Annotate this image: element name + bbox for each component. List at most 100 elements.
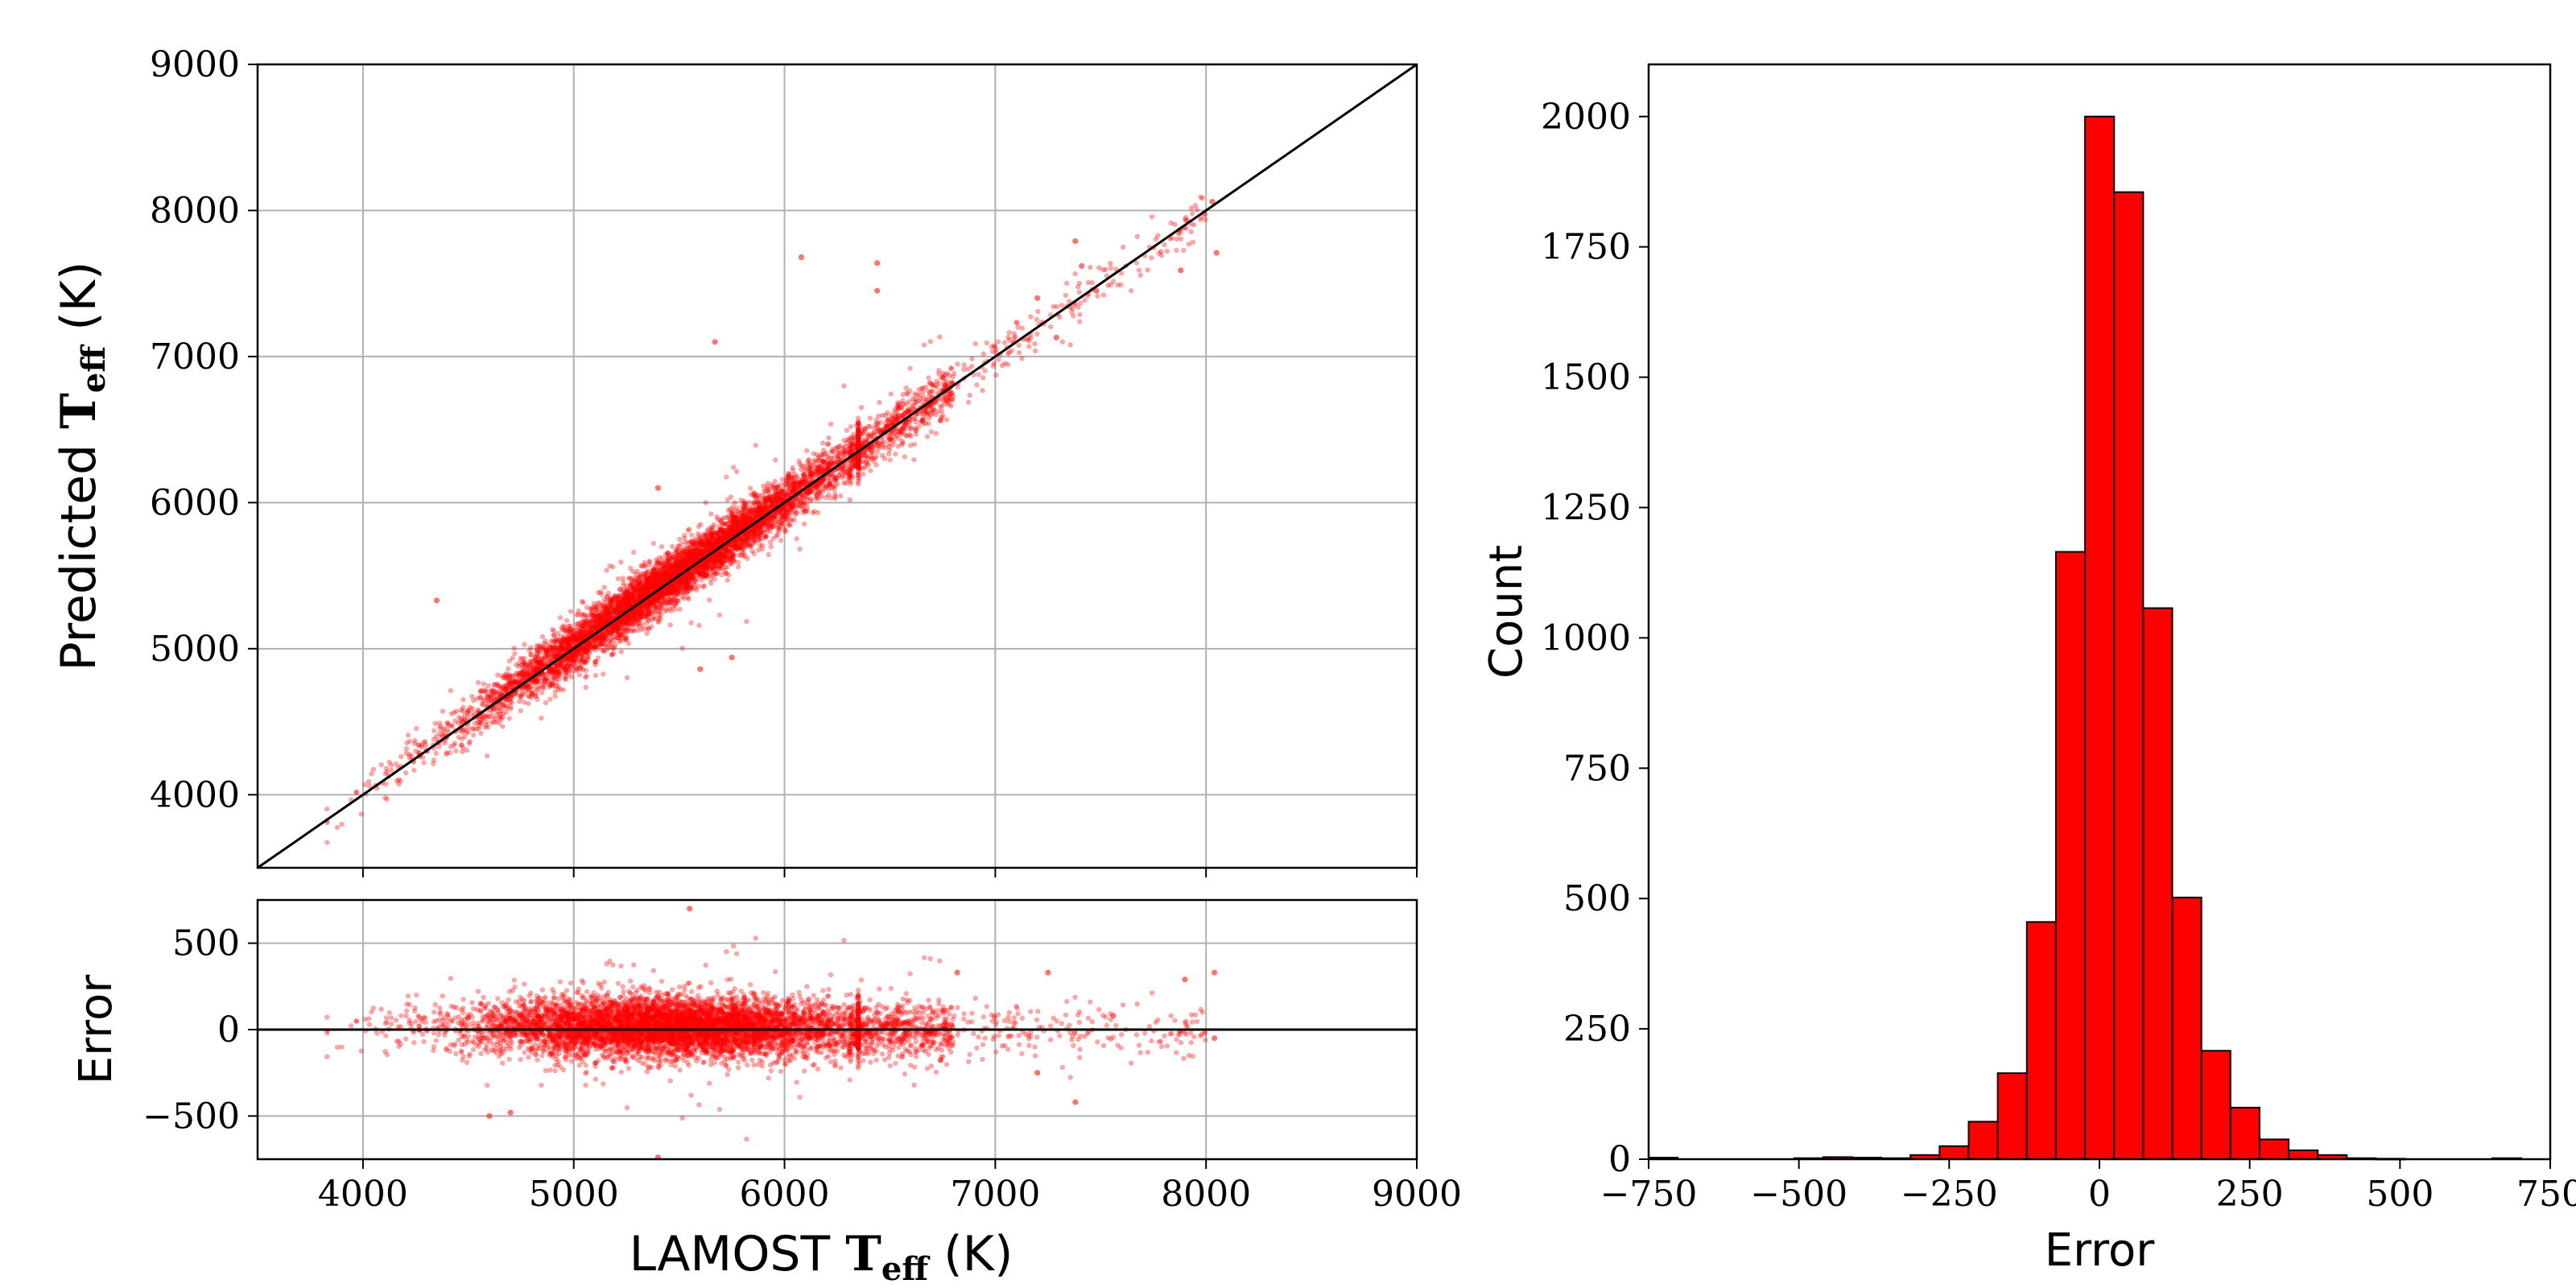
main-scatter-point [744, 522, 749, 528]
main-scatter-point [826, 435, 832, 441]
main-scatter-point [622, 597, 628, 603]
main-scatter-point [838, 493, 844, 499]
main-scatter-point [681, 553, 687, 559]
main-scatter-point [675, 561, 682, 567]
main-scatter-point [1145, 267, 1151, 273]
main-scatter-point [405, 733, 411, 738]
main-scatter-point [588, 625, 594, 632]
main-scatter-point [697, 552, 704, 559]
main-scatter-point [650, 576, 655, 582]
main-scatter-point [1149, 255, 1154, 261]
main-scatter-point [809, 471, 815, 477]
main-scatter-point [691, 552, 697, 558]
main-scatter-point [673, 568, 679, 574]
main-scatter-point [905, 419, 910, 425]
main-scatter-point [848, 440, 855, 447]
main-scatter-point [708, 530, 714, 537]
main-scatter-point [456, 734, 461, 741]
main-scatter-point [622, 619, 628, 625]
main-scatter-point [967, 392, 973, 398]
main-scatter-point [913, 431, 919, 437]
main-scatter-point [724, 521, 730, 526]
main-scatter-point [810, 510, 816, 516]
main-scatter-point [663, 570, 669, 576]
main-scatter-point [725, 558, 731, 564]
main-scatter-point [632, 587, 638, 593]
main-scatter-point [852, 456, 859, 462]
main-scatter-point [1174, 236, 1179, 242]
main-scatter-point [681, 550, 687, 555]
main-scatter-point [769, 522, 774, 529]
main-scatter-point [643, 613, 649, 619]
main-scatter-point [506, 658, 513, 664]
main-scatter-point [677, 606, 683, 613]
main-scatter-point [476, 723, 482, 729]
main-scatter-point [694, 552, 700, 558]
main-scatter-point [865, 462, 871, 469]
main-scatter-point [547, 643, 552, 649]
main-scatter-point [750, 492, 757, 497]
main-scatter-point [734, 469, 740, 474]
main-scatter-point [1153, 236, 1159, 242]
main-scatter-point [556, 662, 563, 668]
main-scatter-point [833, 478, 839, 484]
main-scatter-point [859, 437, 865, 443]
main-scatter-point [1194, 207, 1200, 213]
main-scatter-point [708, 525, 713, 530]
main-scatter-point [756, 506, 762, 511]
main-scatter-point [714, 559, 720, 564]
main-scatter-point [481, 681, 486, 687]
main-scatter-point [992, 344, 998, 349]
main-scatter-point [574, 632, 580, 638]
main-scatter-point [1174, 247, 1179, 254]
main-scatter-point [671, 567, 676, 572]
main-scatter-point [857, 476, 862, 482]
main-scatter-point [709, 543, 715, 548]
main-scatter-point [660, 592, 666, 597]
main-scatter-point [565, 640, 571, 646]
main-scatter-point [537, 683, 543, 688]
main-scatter-point [502, 686, 508, 692]
main-scatter-point [522, 655, 527, 662]
main-scatter-point [1178, 236, 1184, 242]
main-scatter-point [703, 564, 709, 569]
main-scatter-point [572, 652, 577, 658]
main-scatter-point [765, 486, 770, 492]
main-scatter-point [615, 576, 621, 582]
main-scatter-point [900, 422, 906, 427]
main-scatter-point [996, 357, 1001, 362]
main-scatter-point [639, 585, 645, 592]
main-scatter-point [794, 496, 800, 502]
main-scatter-point [722, 564, 728, 570]
main-scatter-point [533, 693, 539, 699]
main-scatter-point [883, 425, 889, 431]
main-scatter-point [460, 696, 466, 703]
main-scatter-point [506, 666, 511, 672]
main-scatter-point [728, 532, 733, 538]
main-scatter-point [618, 601, 624, 607]
main-scatter-point [716, 530, 721, 536]
main-scatter-point [746, 514, 753, 519]
main-scatter-point [570, 653, 576, 658]
main-scatter-point [812, 482, 818, 488]
main-scatter-point [480, 702, 485, 708]
main-scatter-point [431, 757, 437, 763]
main-scatter-point [605, 610, 612, 617]
main-scatter-point [454, 708, 460, 714]
main-scatter-point [642, 625, 648, 631]
main-scatter-point [661, 588, 667, 593]
main-scatter-point [1129, 288, 1134, 294]
main-scatter-point [807, 468, 812, 474]
main-scatter-point [1095, 293, 1100, 299]
main-scatter-point [861, 465, 866, 471]
main-scatter-point [575, 651, 580, 657]
main-scatter-point [643, 601, 649, 607]
main-scatter-point [544, 646, 550, 652]
main-scatter-point [624, 675, 630, 681]
main-scatter-point [459, 741, 464, 748]
main-scatter-point [579, 599, 585, 605]
main-scatter-point [510, 673, 516, 679]
main-scatter-point [768, 544, 774, 550]
main-scatter-point [844, 427, 850, 433]
main-scatter-point [937, 418, 943, 423]
